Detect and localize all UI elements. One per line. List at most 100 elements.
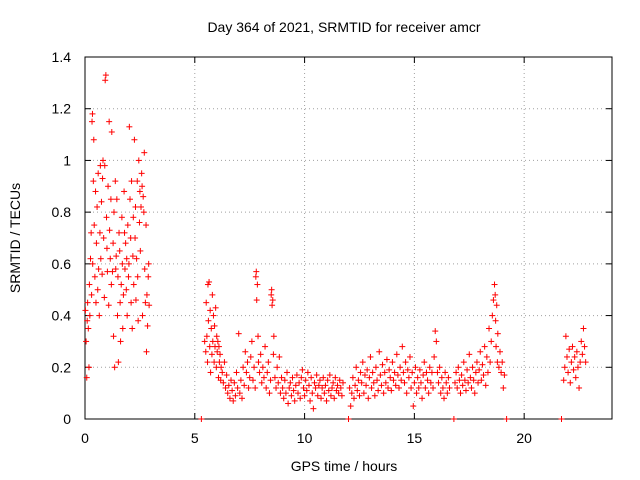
data-point — [89, 260, 96, 267]
data-point — [420, 372, 427, 379]
data-point — [217, 377, 224, 384]
data-point — [380, 390, 387, 397]
data-point — [128, 178, 135, 185]
data-point — [125, 260, 132, 267]
y-tick-label: 0.4 — [52, 308, 72, 324]
data-point — [287, 379, 294, 386]
data-point — [300, 384, 307, 391]
data-point — [145, 260, 152, 267]
data-point — [390, 377, 397, 384]
data-point — [203, 299, 210, 306]
data-point — [494, 330, 501, 337]
data-point — [503, 416, 510, 422]
data-point — [108, 281, 115, 288]
data-point — [228, 377, 235, 384]
data-point — [244, 359, 251, 366]
data-point — [408, 384, 415, 391]
data-point — [112, 178, 119, 185]
data-point — [370, 379, 377, 386]
data-point — [382, 379, 389, 386]
data-point — [242, 348, 249, 355]
data-point — [114, 273, 121, 280]
data-point — [130, 214, 137, 221]
data-point — [90, 178, 97, 185]
data-point — [435, 379, 442, 386]
data-point — [132, 235, 139, 241]
data-point — [211, 359, 218, 366]
data-point — [275, 379, 282, 386]
data-point — [304, 369, 311, 376]
data-point — [430, 384, 437, 391]
data-point — [248, 338, 255, 345]
y-tick-label: 0.2 — [52, 359, 72, 375]
data-point — [204, 281, 211, 288]
data-point — [89, 118, 96, 125]
y-tick-label: 1 — [63, 152, 71, 168]
data-point — [230, 397, 237, 404]
data-point — [224, 390, 231, 397]
data-point — [388, 387, 395, 394]
data-point — [347, 403, 354, 410]
data-point — [424, 377, 431, 384]
data-point — [262, 343, 269, 350]
data-point — [321, 390, 328, 397]
data-point — [100, 157, 107, 164]
data-point — [413, 390, 420, 397]
data-point — [104, 268, 111, 275]
data-point — [83, 374, 90, 381]
data-point — [95, 266, 102, 273]
data-point — [318, 395, 325, 402]
data-point — [482, 382, 489, 389]
data-point — [290, 387, 297, 394]
data-point — [103, 245, 110, 252]
data-point — [221, 359, 228, 366]
data-point — [386, 366, 393, 373]
data-point — [270, 333, 277, 340]
data-point — [125, 273, 132, 280]
data-point — [92, 188, 99, 195]
data-point — [206, 278, 213, 285]
data-point — [210, 312, 217, 319]
data-point — [436, 364, 443, 371]
data-point — [490, 297, 497, 304]
data-point — [235, 330, 242, 337]
data-point — [358, 379, 365, 386]
y-tick-label: 0 — [63, 411, 71, 427]
data-point — [83, 338, 90, 345]
grid — [85, 57, 612, 419]
data-point — [247, 353, 254, 360]
data-point — [117, 338, 124, 345]
data-point — [337, 384, 344, 391]
data-point — [96, 312, 103, 319]
data-point — [320, 374, 327, 381]
data-point — [366, 374, 373, 381]
data-point — [297, 395, 304, 402]
data-point — [492, 317, 499, 324]
x-axis-label: GPS time / hours — [291, 458, 398, 474]
data-point — [446, 384, 453, 391]
data-point — [421, 359, 428, 366]
data-point — [350, 395, 357, 402]
data-point — [90, 136, 97, 143]
data-point — [579, 351, 586, 358]
data-point — [282, 390, 289, 397]
data-point — [108, 128, 115, 135]
data-point — [133, 255, 140, 262]
data-point — [365, 395, 372, 402]
data-point — [214, 338, 221, 345]
axis-ticks — [84, 56, 612, 420]
data-point — [434, 369, 441, 376]
chart-title: Day 364 of 2021, SRMTID for receiver amc… — [207, 19, 480, 35]
data-point — [216, 359, 223, 366]
data-point — [113, 253, 120, 260]
data-point — [136, 219, 143, 226]
data-point — [89, 110, 96, 117]
data-point — [253, 268, 260, 275]
data-point — [457, 390, 464, 397]
data-point — [387, 374, 394, 381]
data-point — [353, 364, 360, 371]
data-point — [438, 374, 445, 381]
data-point — [456, 377, 463, 384]
data-point — [206, 343, 213, 350]
data-point — [495, 364, 502, 371]
